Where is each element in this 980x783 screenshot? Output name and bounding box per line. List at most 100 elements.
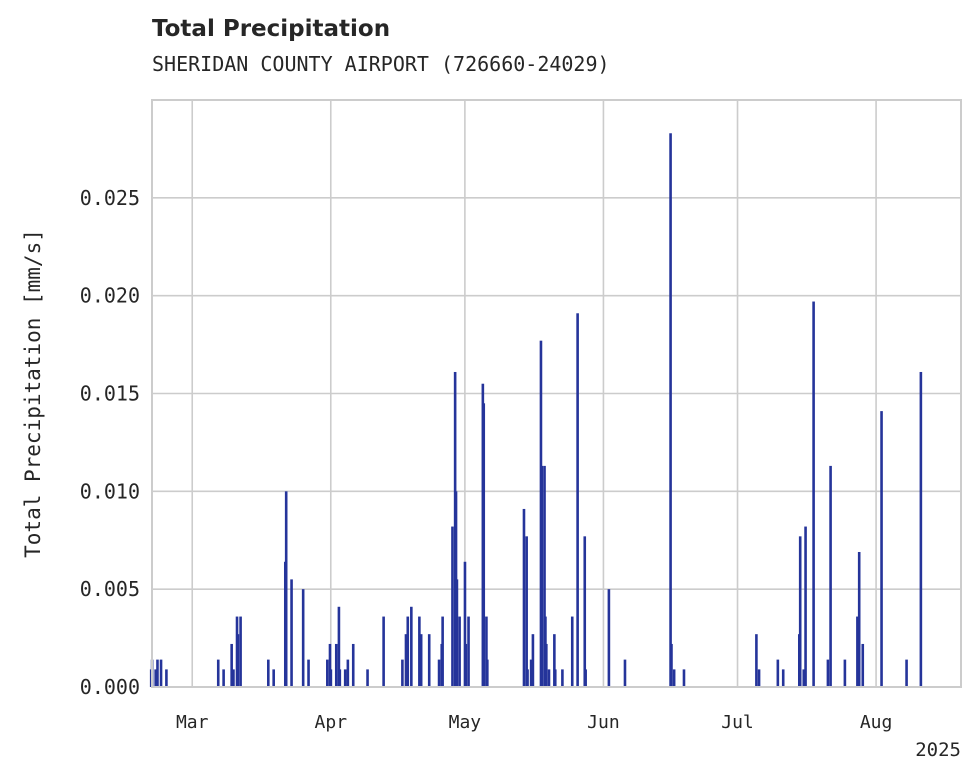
precip-bar [230, 643, 233, 687]
grid-lines [152, 100, 961, 688]
precip-bar [545, 643, 548, 687]
precip-bar [880, 411, 883, 687]
precip-bar [540, 465, 544, 687]
x-axis-ticks: Mar Apr May Jun Jul Aug [176, 712, 892, 733]
precip-bar [781, 669, 785, 687]
precip-bar [410, 606, 413, 687]
precip-bar [856, 616, 859, 687]
precip-bar [343, 669, 347, 687]
precip-bar [757, 669, 761, 687]
precip-bar [486, 659, 489, 687]
precip-bar [561, 669, 564, 687]
precip-bar [406, 616, 410, 687]
precip-bar [905, 659, 908, 687]
x-axis-year-label: 2025 [915, 739, 961, 761]
precip-bar [672, 669, 676, 687]
precip-bar [216, 659, 220, 687]
x-tick-label: Jul [721, 712, 754, 733]
precip-bar [857, 551, 861, 687]
x-tick-label: Aug [860, 712, 893, 733]
precip-bar [239, 616, 242, 687]
precip-bar [812, 301, 815, 687]
precip-bar [553, 634, 556, 687]
precip-bar [222, 669, 225, 687]
precip-bar [329, 669, 333, 687]
y-axis-label: Total Precipitation [mm/s] [21, 229, 45, 558]
y-tick-label: 0.015 [80, 382, 140, 406]
y-tick-label: 0.025 [80, 186, 140, 210]
precip-bar [804, 526, 807, 687]
precip-bar [307, 659, 310, 687]
precip-bar [482, 403, 486, 687]
precip-bar [351, 643, 355, 687]
precipitation-bars [149, 133, 923, 688]
precip-bar [427, 634, 431, 687]
precip-bar [290, 579, 293, 687]
precip-bar [798, 536, 802, 687]
precip-bar [531, 634, 535, 687]
precip-bar [525, 536, 528, 687]
y-tick-label: 0.005 [80, 577, 140, 601]
x-tick-label: Jun [587, 712, 620, 733]
precip-bar [404, 634, 408, 687]
precip-bar [570, 616, 574, 687]
precip-bar [463, 561, 467, 687]
y-axis-ticks: 0.000 0.005 0.010 0.015 0.020 0.025 [80, 186, 140, 699]
precip-bar [829, 465, 832, 687]
precip-bar [826, 659, 830, 687]
precip-bar [159, 659, 163, 687]
precip-bar [522, 508, 526, 687]
y-tick-label: 0.010 [80, 479, 140, 503]
precip-bar [607, 589, 611, 687]
precip-bar [236, 634, 240, 687]
precip-bar [419, 634, 423, 687]
precip-bar [861, 643, 865, 687]
precip-bar [337, 606, 341, 687]
precip-bar [583, 536, 587, 687]
precip-bar [165, 669, 168, 687]
precip-bar [441, 616, 444, 687]
precip-bar [802, 669, 806, 687]
precip-bar [576, 313, 579, 687]
x-tick-label: May [449, 712, 482, 733]
precip-bar [267, 659, 270, 687]
precip-bar [919, 371, 923, 687]
y-tick-label: 0.000 [80, 675, 140, 699]
precip-bar [334, 643, 338, 687]
precip-bar [328, 643, 332, 687]
chart-subtitle: SHERIDAN COUNTY AIRPORT (726660-24029) [152, 52, 610, 76]
precip-bar [326, 659, 329, 687]
precip-bar [451, 526, 454, 687]
precip-bar [401, 659, 404, 687]
precip-bar [154, 669, 157, 687]
precip-bar [547, 669, 551, 687]
precip-bar [382, 616, 385, 687]
precip-bar [458, 616, 461, 687]
precip-bar [529, 659, 533, 687]
precip-bar [553, 669, 557, 687]
precip-bar [670, 643, 673, 687]
precip-bar [584, 669, 587, 687]
precip-bar [338, 669, 342, 687]
precip-bar [455, 579, 459, 687]
precip-bar [418, 616, 421, 687]
precip-bar [156, 659, 159, 687]
precip-bar [682, 669, 686, 687]
precip-bar [284, 491, 288, 687]
precip-bar [272, 669, 275, 687]
x-tick-label: Apr [315, 712, 348, 733]
precip-bar [755, 634, 758, 687]
precip-bar [366, 669, 369, 687]
chart-title: Total Precipitation [152, 16, 391, 42]
precip-bar [346, 659, 350, 687]
precip-bar [467, 616, 470, 687]
precip-bar [485, 616, 488, 687]
precip-bar [464, 643, 468, 687]
x-tick-label: Mar [176, 712, 209, 733]
precip-bar [669, 133, 672, 688]
y-tick-label: 0.020 [80, 284, 140, 308]
precip-bar [526, 669, 529, 687]
plot-frame [151, 99, 962, 688]
precip-bar [437, 659, 441, 687]
